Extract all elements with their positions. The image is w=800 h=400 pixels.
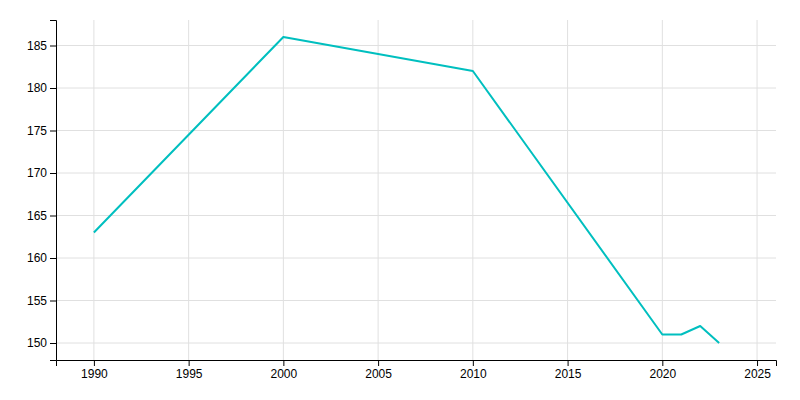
- x-tick-label: 1995: [176, 367, 203, 381]
- x-axis: 1990 1995 2000 2005 2010 2015 2020 2025: [57, 360, 777, 381]
- grid: [56, 20, 776, 360]
- x-tick-label: 2010: [460, 367, 487, 381]
- y-tick: 175: [27, 124, 56, 138]
- y-tick-label: 180: [27, 81, 47, 95]
- grid-line-y: [56, 215, 776, 216]
- y-tick-label: 170: [27, 166, 47, 180]
- grid-line-y: [56, 45, 776, 46]
- x-tick-mark: [568, 360, 569, 366]
- x-tick: 2020: [649, 360, 676, 381]
- y-tick-mark: [50, 301, 56, 302]
- x-tick-label: 1990: [81, 367, 108, 381]
- grid-line-y: [56, 258, 776, 259]
- marks: [94, 37, 719, 343]
- x-tick-mark: [189, 360, 190, 366]
- x-tick-mark: [473, 360, 474, 366]
- y-axis: 150 155 160 165 170 175 180 185: [27, 21, 57, 361]
- x-tick: 2010: [460, 360, 487, 381]
- y-tick-mark: [50, 216, 56, 217]
- x-tick: 2005: [365, 360, 392, 381]
- grid-line-x: [378, 20, 379, 360]
- y-tick: 160: [27, 251, 56, 265]
- y-tick: 185: [27, 39, 56, 53]
- x-tick-mark: [662, 360, 663, 366]
- x-tick: 2015: [555, 360, 582, 381]
- y-tick-mark: [50, 258, 56, 259]
- grid-line-x: [662, 20, 663, 360]
- grid-line-y: [56, 343, 776, 344]
- x-tick: 2025: [744, 360, 771, 381]
- y-tick-label: 185: [27, 39, 47, 53]
- x-tick-label: 2015: [555, 367, 582, 381]
- y-tick-label: 150: [27, 336, 47, 350]
- y-tick: 155: [27, 294, 56, 308]
- y-tick-label: 160: [27, 251, 47, 265]
- grid-line-y: [56, 173, 776, 174]
- y-tick: 165: [27, 209, 56, 223]
- x-tick: 2000: [271, 360, 298, 381]
- plot: 1990 1995 2000 2005 2010 2015 2020 2025 150 155 16…: [27, 20, 777, 381]
- y-tick-label: 175: [27, 124, 47, 138]
- y-tick-mark: [50, 131, 56, 132]
- y-tick-mark: [50, 173, 56, 174]
- grid-line-y: [56, 130, 776, 131]
- grid-line-x: [283, 20, 284, 360]
- grid-line-y: [56, 300, 776, 301]
- y-axis-line: [50, 21, 57, 361]
- y-tick: 180: [27, 81, 56, 95]
- grid-line-x: [188, 20, 189, 360]
- x-tick-label: 2025: [744, 367, 771, 381]
- x-tick-mark: [94, 360, 95, 366]
- x-tick-mark: [757, 360, 758, 366]
- x-tick-label: 2000: [271, 367, 298, 381]
- x-tick-mark: [378, 360, 379, 366]
- y-tick-mark: [50, 88, 56, 89]
- grid-line-x: [567, 20, 568, 360]
- grid-line-x: [93, 20, 94, 360]
- y-tick-label: 155: [27, 294, 47, 308]
- y-tick-mark: [50, 46, 56, 47]
- y-tick-mark: [50, 343, 56, 344]
- x-axis-line: [57, 361, 777, 367]
- data-line: [94, 37, 719, 343]
- grid-line-x: [757, 20, 758, 360]
- x-tick: 1995: [176, 360, 203, 381]
- grid-line-y: [56, 88, 776, 89]
- x-tick-mark: [283, 360, 284, 366]
- chart: 1990 1995 2000 2005 2010 2015 2020 2025 150 155 16…: [0, 0, 800, 400]
- y-tick: 150: [27, 336, 56, 350]
- x-tick-label: 2005: [365, 367, 392, 381]
- x-tick-label: 2020: [649, 367, 676, 381]
- y-tick-label: 165: [27, 209, 47, 223]
- x-tick: 1990: [81, 360, 108, 381]
- y-tick: 170: [27, 166, 56, 180]
